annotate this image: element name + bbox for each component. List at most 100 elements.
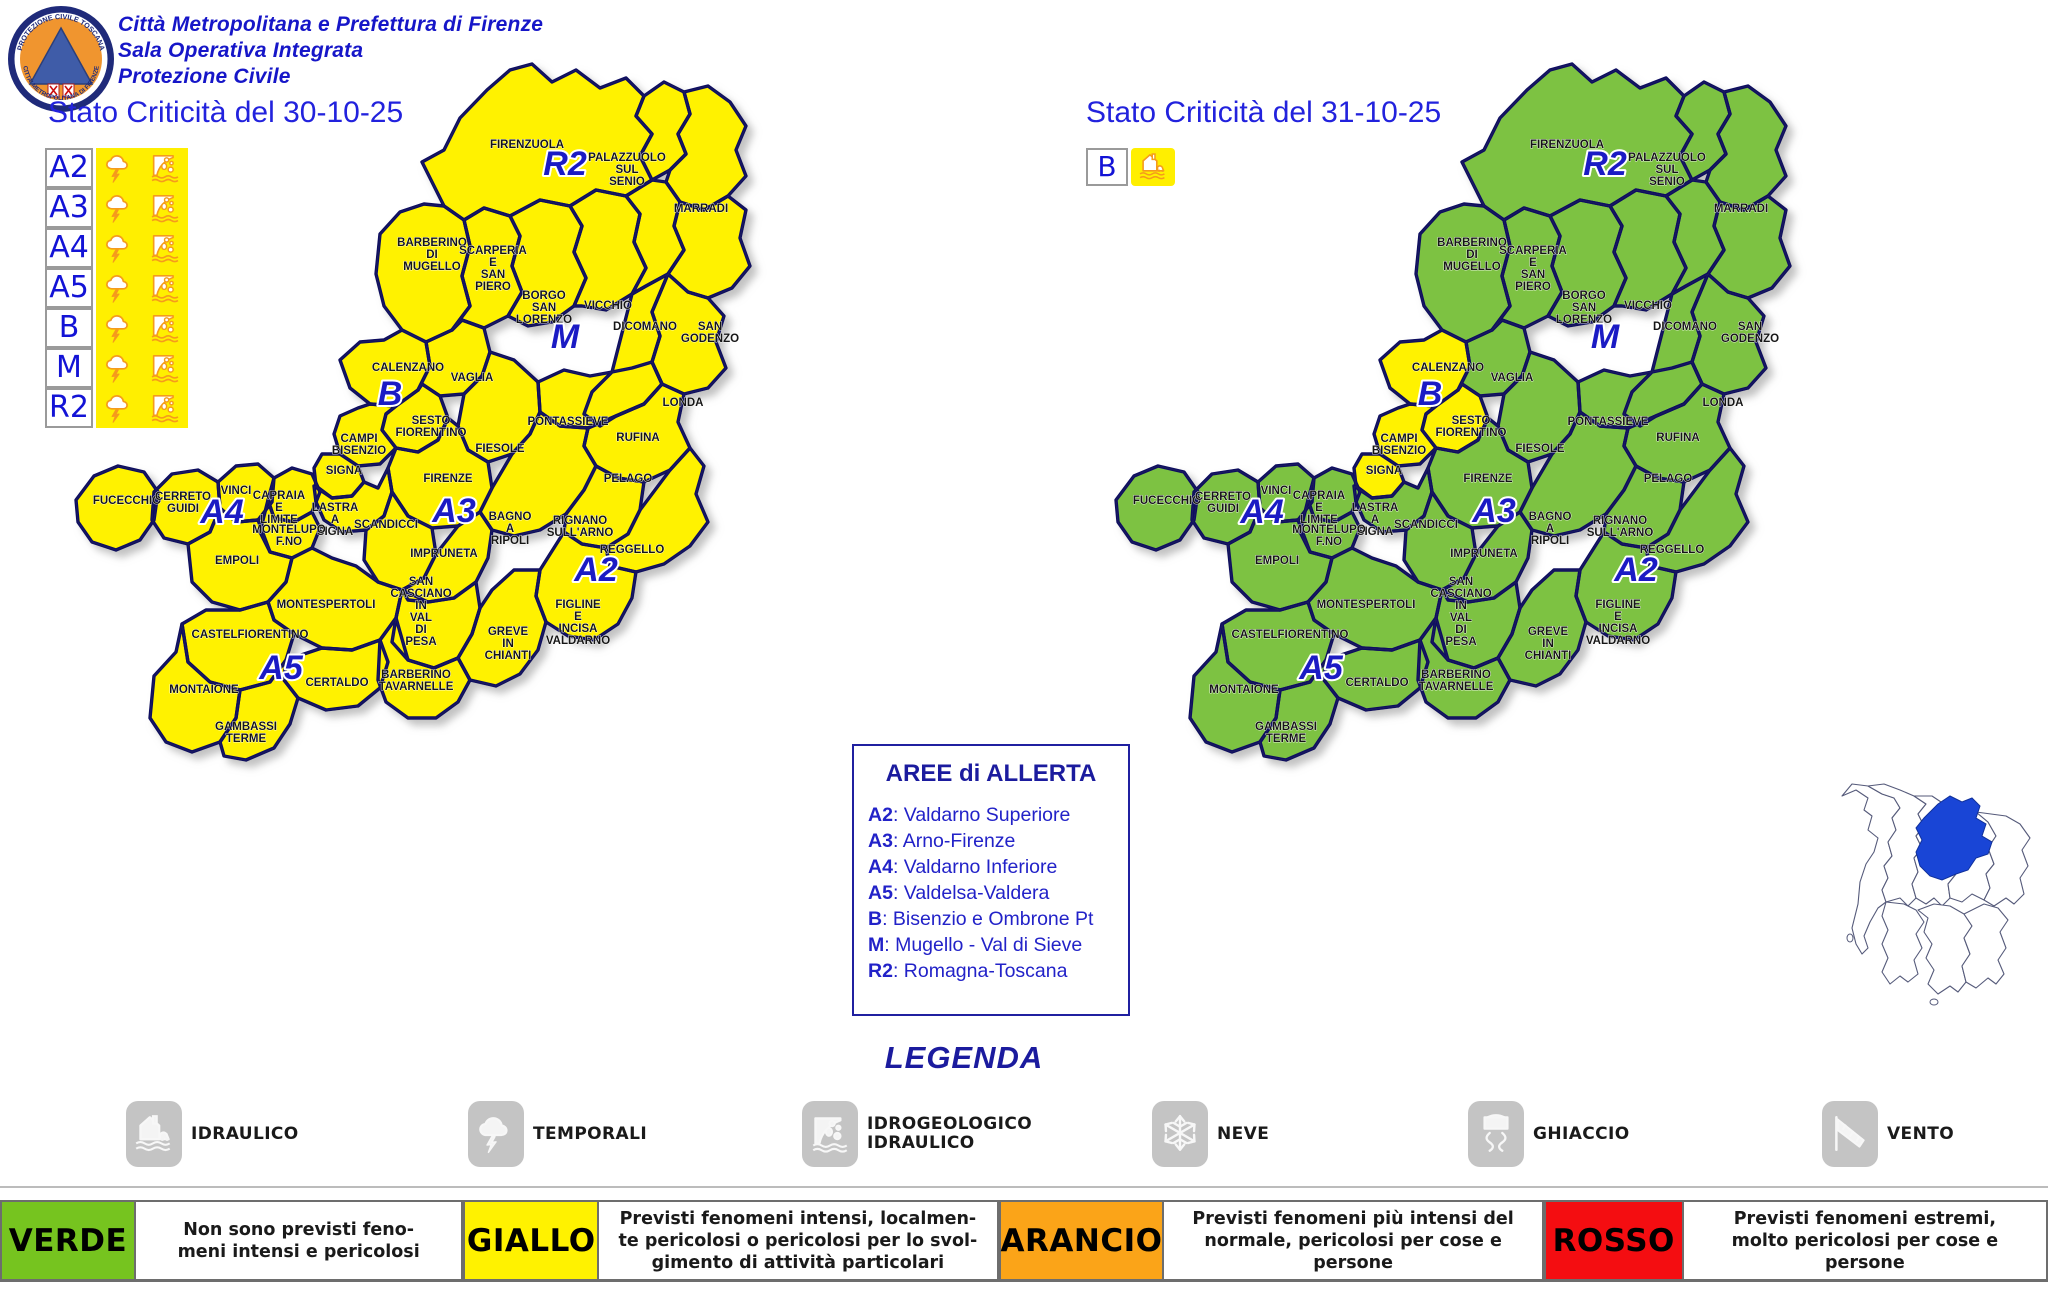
municipality-label: MONTAIONE (1209, 684, 1279, 696)
legend-icon-item: GHIACCIO (1468, 1101, 1630, 1167)
municipality-label: FIRENZUOLA (1530, 139, 1604, 151)
landslide-icon (142, 148, 188, 188)
map-criticality-30-10-25[interactable]: FIRENZUOLA PALAZZUOLO SUL SENIO MARRADI BARBE… (40, 30, 870, 1060)
aree-item-name: : Valdarno Superiore (892, 804, 1071, 826)
org-line-3: Protezione Civile (118, 65, 291, 88)
ice-road-icon (1468, 1101, 1524, 1167)
municipality-label: FIESOLE (475, 443, 525, 455)
municipality-label: PALAZZUOLO SUL SENIO (1628, 152, 1706, 188)
aree-item-code: B (868, 908, 883, 930)
alert-badge-row: A5 (45, 268, 188, 308)
municipality-label: GAMBASSI TERME (1255, 721, 1317, 745)
aree-item-name: : Valdelsa-Valdera (892, 882, 1050, 904)
municipality-label: RIGNANO SULL'ARNO (547, 515, 614, 539)
municipality-label: BARBERINO DI MUGELLO (397, 237, 467, 273)
municipality-label: CERTALDO (305, 677, 368, 689)
thunderstorm-icon (96, 148, 142, 188)
severity-desc-verde: Non sono previsti feno- meni intensi e p… (136, 1202, 464, 1279)
municipality-label: SIGNA (326, 465, 362, 477)
municipality-label: VINCI (1261, 485, 1292, 497)
alert-badge-row: B (1086, 148, 1175, 188)
municipality-label: SESTO FIORENTINO (1436, 415, 1507, 439)
municipality-label: SCANDICCI (1394, 519, 1458, 531)
municipality-label: BARBERINO TAVARNELLE (379, 669, 454, 693)
left-alert-badge-list: A2 A3 (45, 148, 188, 428)
severity-color-rosso: ROSSO (1543, 1202, 1684, 1279)
municipality-label: SIGNA (1366, 465, 1402, 477)
municipality-label: VINCI (221, 485, 252, 497)
aree-item-code: A5 (868, 882, 893, 904)
area-code-label-a3: A3 (1471, 492, 1516, 530)
municipality-label: BORGO SAN LORENZO (1556, 290, 1612, 326)
municipality-label: CAMPI BISENZIO (332, 433, 386, 457)
municipality-label: SAN CASCIANO IN VAL DI PESA (1430, 576, 1491, 648)
aree-di-allerta-box: AREE di ALLERTA A2: Valdarno Superiore A3… (852, 744, 1130, 1016)
landslide-icon (142, 308, 188, 348)
area-code-label-r2: R2 (1583, 145, 1627, 183)
thunderstorm-icon (96, 348, 142, 388)
aree-item-name: : Bisenzio e Ombrone Pt (882, 908, 1094, 930)
municipality-label: LASTRA A SIGNA (312, 502, 359, 538)
municipality-label: FIGLINE E INCISA VALDARNO (1586, 599, 1650, 647)
landslide-icon (142, 388, 188, 428)
municipality-label: FIGLINE E INCISA VALDARNO (546, 599, 610, 647)
municipality-label: CAPRAIA E LIMITE (1293, 490, 1345, 526)
aree-item-m: M: Mugello - Val di Sieve (868, 932, 1114, 958)
municipality-label: BAGNO A RIPOLI (489, 511, 532, 547)
municipality-label: RIGNANO SULL'ARNO (1587, 515, 1654, 539)
aree-box-title: AREE di ALLERTA (885, 760, 1097, 787)
area-code-label-a3: A3 (431, 492, 476, 530)
severity-desc-arancio: Previsti fenomeni più intensi del normal… (1164, 1202, 1544, 1279)
alert-badge-row: A4 (45, 228, 188, 268)
municipality-label: GREVE IN CHIANTI (1525, 626, 1572, 662)
municipality-label: FIRENZE (423, 473, 473, 485)
legend-icon-label: TEMPORALI (533, 1123, 648, 1144)
municipality-label: PELAGO (604, 473, 653, 485)
aree-item-name: : Arno-Firenze (892, 830, 1016, 852)
municipality-label: BARBERINO DI MUGELLO (1437, 237, 1507, 273)
municipality-label: CALENZANO (372, 362, 444, 374)
area-code-label-r2: R2 (543, 145, 587, 183)
municipality-label: VICCHIO (1624, 300, 1672, 312)
municipality-label: CAMPI BISENZIO (1372, 433, 1426, 457)
municipality-label: PONTASSIEVE (528, 416, 609, 428)
thunderstorm-icon (96, 308, 142, 348)
municipality-label: VICCHIO (584, 300, 632, 312)
area-code-label-a5: A5 (1298, 649, 1344, 687)
municipality-label: REGGELLO (600, 544, 665, 556)
severity-desc-rosso: Previsti fenomeni estremi, molto pericol… (1683, 1202, 2048, 1279)
municipality-label: CASTELFIORENTINO (192, 629, 309, 641)
municipality-label: SAN CASCIANO IN VAL DI PESA (390, 576, 451, 648)
thunderstorm-icon (96, 388, 142, 428)
municipality-label: BORGO SAN LORENZO (516, 290, 572, 326)
municipality-label: EMPOLI (1255, 555, 1299, 567)
legend-icon-item: VENTO (1822, 1101, 1954, 1167)
municipality-label: FIRENZUOLA (490, 139, 564, 151)
municipality-label: CERRETO GUIDI (1195, 491, 1251, 515)
map-criticality-31-10-25[interactable]: FIRENZUOLA PALAZZUOLO SUL SENIO MARRADI BARBE… (1080, 30, 1910, 1060)
legend-icon-label: IDROGEOLOGICO IDRAULICO (867, 1114, 1033, 1153)
severity-color-giallo: GIALLO (463, 1202, 600, 1279)
aree-item-b: B: Bisenzio e Ombrone Pt (868, 906, 1114, 932)
municipality-label: FUCECCHIO (93, 495, 161, 507)
municipality-label: GAMBASSI TERME (215, 721, 277, 745)
municipality-label: FIRENZE (1463, 473, 1513, 485)
alert-area-code-b: B (45, 308, 93, 348)
aree-list: A2: Valdarno Superiore A3: Arno-Firenze A4… (868, 802, 1114, 984)
thunderstorm-icon (96, 268, 142, 308)
org-line-1: Città Metropolitana e Prefettura di Fire… (118, 13, 544, 36)
area-code-label-m: M (551, 318, 580, 356)
legend-icon-item: IDRAULICO (126, 1101, 299, 1167)
municipality-label: EMPOLI (215, 555, 259, 567)
legend-icon-item: TEMPORALI (468, 1101, 647, 1167)
area-code-label-a5: A5 (258, 649, 304, 687)
municipality-label: PALAZZUOLO SUL SENIO (588, 152, 666, 188)
right-alert-badge-list: B (1086, 148, 1175, 188)
municipality-label: SAN GODENZO (1721, 321, 1779, 345)
alert-area-code-a5: A5 (45, 268, 93, 308)
area-code-label-b: B (378, 375, 403, 413)
alert-area-code-a2: A2 (45, 148, 93, 188)
legenda-title-text: LEGENDA (884, 1040, 1044, 1075)
area-code-label-a4: A4 (1239, 493, 1284, 531)
